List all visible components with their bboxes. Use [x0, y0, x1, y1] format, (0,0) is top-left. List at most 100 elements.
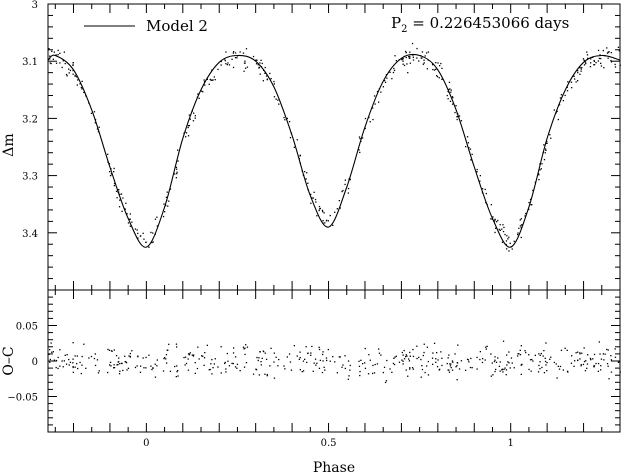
residual-point	[538, 364, 540, 367]
residual-point	[376, 363, 379, 365]
data-point	[558, 104, 561, 106]
data-point	[225, 63, 227, 65]
residual-point	[48, 353, 50, 355]
residual-point	[118, 373, 121, 375]
observed-points	[48, 42, 621, 252]
residual-point	[217, 366, 219, 368]
data-point	[467, 142, 470, 144]
residual-point	[562, 369, 564, 371]
data-point	[93, 111, 96, 113]
residual-point	[322, 351, 324, 353]
data-point	[341, 190, 343, 193]
residual-point	[266, 374, 268, 376]
period-symbol: P	[391, 14, 401, 32]
residual-point	[197, 346, 199, 348]
data-point	[224, 60, 226, 62]
residual-point	[599, 353, 601, 355]
data-point	[382, 86, 384, 88]
residual-point	[162, 370, 165, 372]
residual-point	[163, 357, 165, 360]
data-point	[587, 57, 589, 59]
residual-point	[79, 361, 81, 364]
data-point	[456, 116, 458, 118]
residual-point	[449, 363, 451, 365]
data-point	[277, 99, 279, 101]
data-point	[482, 188, 484, 190]
y-tick-label: 0.05	[16, 322, 38, 333]
residual-point	[358, 360, 360, 362]
residual-point	[389, 368, 391, 370]
residual-point	[447, 369, 449, 371]
data-point	[541, 163, 543, 165]
residual-point	[447, 357, 449, 359]
residual-point	[567, 371, 569, 373]
bottom-panel-ticks: 0 0.5 1 0.05 0 −0.05	[7, 290, 621, 449]
residual-point	[209, 368, 211, 371]
x-tick-label: 0.5	[321, 438, 337, 449]
data-point	[504, 233, 506, 236]
residual-point	[94, 364, 97, 367]
period-subscript: 2	[401, 24, 407, 35]
residual-point	[476, 368, 478, 370]
residual-point	[597, 370, 599, 372]
data-point	[495, 221, 498, 223]
residual-point	[269, 365, 271, 367]
data-point	[556, 110, 558, 112]
data-point	[571, 87, 573, 89]
residual-point	[213, 363, 215, 365]
residual-point	[557, 365, 559, 367]
data-point	[494, 218, 496, 220]
residual-point	[245, 344, 247, 346]
residual-point	[74, 355, 76, 357]
data-point	[209, 78, 211, 81]
data-point	[256, 59, 258, 61]
residual-point	[577, 359, 579, 362]
residual-point	[418, 356, 420, 359]
data-point	[458, 115, 461, 117]
data-point	[517, 232, 519, 234]
residual-point	[140, 365, 142, 367]
data-point	[476, 168, 478, 171]
data-point	[598, 57, 600, 60]
residual-point	[499, 370, 501, 372]
data-point	[597, 49, 600, 52]
data-point	[511, 248, 513, 250]
data-point	[553, 109, 555, 111]
residual-point	[587, 354, 589, 356]
residual-point	[150, 365, 152, 367]
residual-point	[191, 354, 193, 356]
data-point	[424, 55, 426, 57]
residual-point	[405, 356, 407, 358]
residual-point	[544, 360, 547, 363]
residual-point	[360, 359, 362, 361]
data-point	[316, 215, 318, 217]
residual-point	[541, 366, 543, 369]
data-point	[422, 63, 424, 65]
data-point	[270, 78, 272, 80]
residual-point	[520, 373, 522, 375]
data-point	[426, 52, 428, 54]
residual-point	[316, 362, 318, 364]
residual-point	[528, 354, 530, 356]
residual-point	[148, 354, 150, 356]
data-point	[233, 51, 235, 53]
data-point	[90, 112, 93, 114]
residual-point	[393, 357, 395, 359]
residual-point	[543, 350, 545, 352]
data-point	[610, 61, 613, 63]
data-point	[602, 49, 604, 52]
residual-point	[310, 352, 312, 354]
data-point	[273, 83, 275, 85]
data-point	[529, 198, 532, 201]
data-point	[243, 70, 245, 72]
data-point	[342, 189, 344, 192]
residual-point	[49, 358, 51, 361]
data-point	[508, 250, 510, 252]
data-point	[575, 81, 577, 83]
data-point	[293, 146, 295, 148]
residual-point	[574, 360, 576, 362]
data-point	[59, 52, 61, 54]
residual-point	[606, 363, 609, 365]
data-point	[322, 220, 324, 222]
residual-point	[193, 354, 195, 356]
